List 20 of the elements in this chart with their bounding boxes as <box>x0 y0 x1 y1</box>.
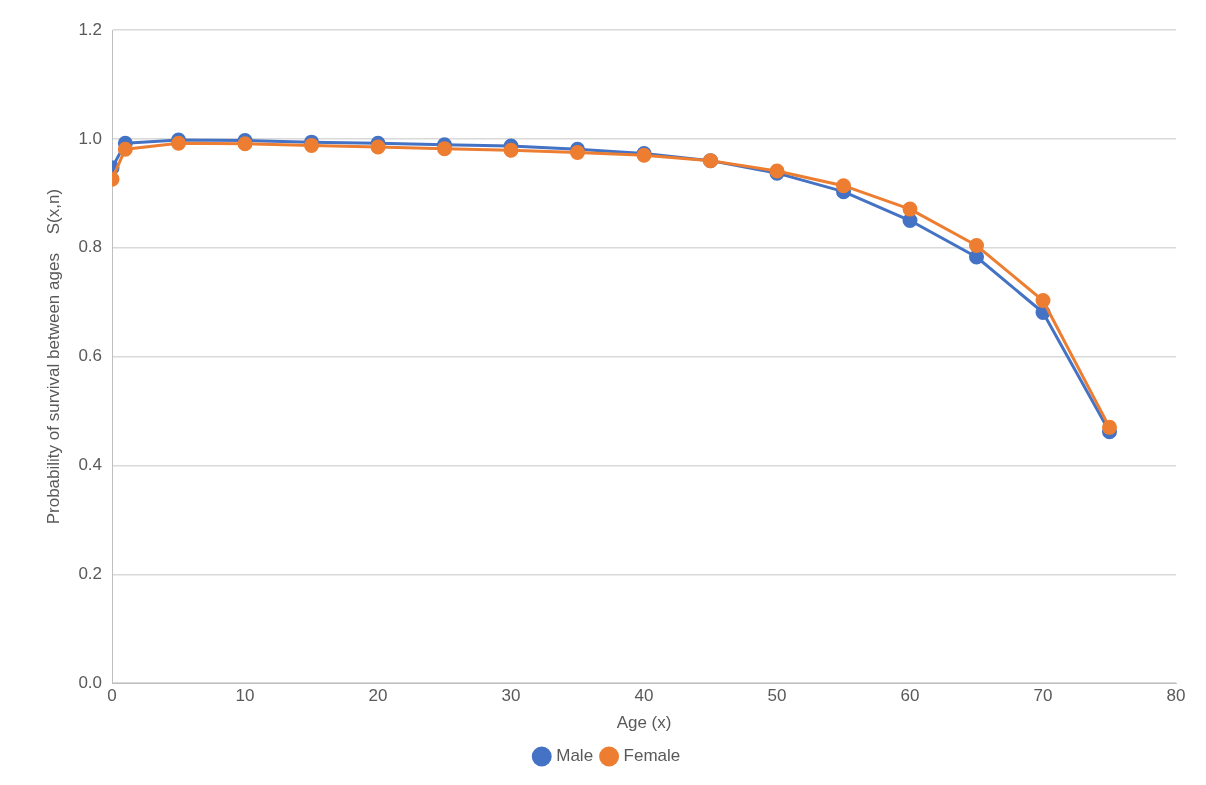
y-axis-title: Probability of survival between ages S(x,n) <box>43 188 63 525</box>
x-tick-label: 50 <box>767 686 787 706</box>
y-tick-label: 0.6 <box>78 346 103 366</box>
x-tick-label: 60 <box>900 686 920 706</box>
x-tick-label: 80 <box>1166 686 1186 706</box>
x-tick-label: 20 <box>368 686 388 706</box>
x-tick-label: 10 <box>235 686 255 706</box>
y-tick-label: 1.2 <box>78 19 103 39</box>
x-tick-label: 70 <box>1033 686 1053 706</box>
legend-label: Female <box>623 746 681 766</box>
y-tick-label: 0.8 <box>78 237 103 257</box>
y-tick-label: 0.2 <box>78 564 103 584</box>
x-tick-label: 30 <box>501 686 521 706</box>
x-tick-label: 0 <box>107 686 117 706</box>
x-axis-title: Age (x) <box>616 713 672 733</box>
y-tick-label: 0.4 <box>78 455 103 475</box>
x-tick-label: 40 <box>634 686 654 706</box>
y-tick-label: 1.0 <box>78 128 103 148</box>
legend-label: Male <box>556 746 594 766</box>
y-tick-label: 0.0 <box>78 672 103 692</box>
